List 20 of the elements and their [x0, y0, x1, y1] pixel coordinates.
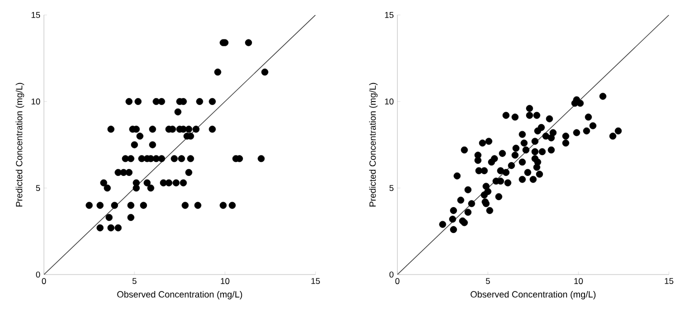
y-axis-title: Predicted Concentration (mg/L) [369, 82, 378, 206]
y-tick-label: 15 [385, 12, 394, 18]
x-tick-label: 5 [486, 278, 490, 284]
y-tick-label: 15 [32, 12, 40, 18]
x-tick-label: 15 [664, 278, 674, 284]
x-axis-title: Observed Concentration (mg/L) [117, 290, 242, 300]
y-tick-label: 0 [36, 271, 40, 278]
x-axis-title: Observed Concentration (mg/L) [470, 290, 596, 300]
y-tick-label: 5 [36, 184, 40, 191]
x-tick-label: 5 [132, 278, 136, 284]
x-tick-label: 10 [574, 278, 583, 284]
y-tick-label: 10 [385, 98, 394, 104]
y-tick-label: 10 [32, 98, 40, 104]
x-tick-label: 10 [220, 278, 230, 284]
y-tick-label: 0 [389, 271, 394, 278]
x-tick-label: 15 [311, 278, 320, 284]
y-tick-label: 5 [389, 184, 394, 191]
y-axis-title: Predicted Concentration (mg/L) [16, 82, 24, 206]
x-tick-label: 0 [395, 278, 400, 284]
x-tick-label: 0 [42, 278, 46, 284]
